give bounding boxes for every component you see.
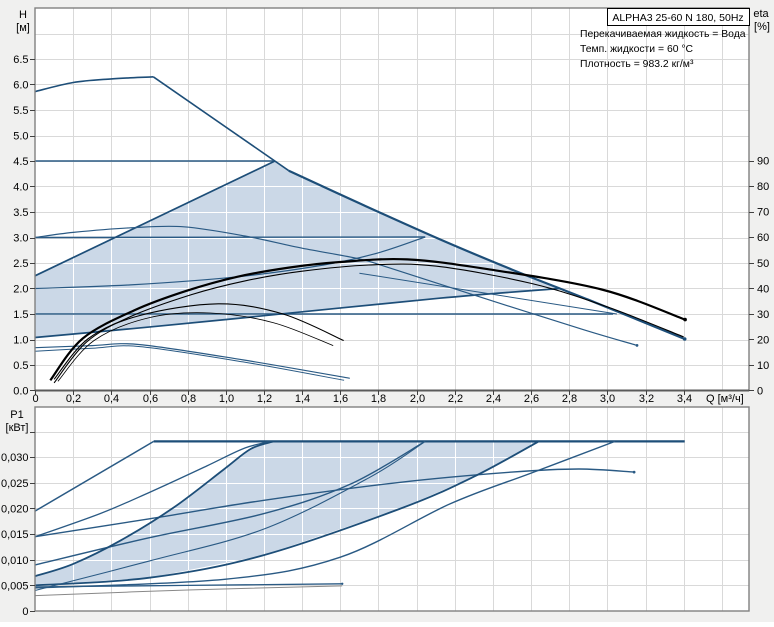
svg-text:3,4: 3,4 — [677, 393, 692, 405]
svg-text:4.5: 4.5 — [13, 156, 28, 168]
svg-text:0,030: 0,030 — [1, 452, 29, 464]
svg-text:[кВт]: [кВт] — [6, 422, 29, 434]
svg-text:3,0: 3,0 — [600, 393, 615, 405]
svg-text:2,2: 2,2 — [448, 393, 463, 405]
svg-text:0,015: 0,015 — [1, 529, 29, 541]
svg-text:[м]: [м] — [16, 22, 30, 34]
svg-text:H: H — [19, 9, 27, 21]
svg-text:10: 10 — [757, 360, 769, 372]
svg-text:2,6: 2,6 — [524, 393, 539, 405]
svg-text:3.5: 3.5 — [13, 207, 28, 219]
svg-text:1.5: 1.5 — [13, 309, 28, 321]
svg-text:0: 0 — [22, 606, 28, 618]
svg-text:1,2: 1,2 — [257, 393, 272, 405]
svg-text:Q [м³/ч]: Q [м³/ч] — [706, 393, 744, 405]
svg-text:60: 60 — [757, 232, 769, 244]
svg-text:2,0: 2,0 — [410, 393, 425, 405]
svg-text:1,8: 1,8 — [371, 393, 386, 405]
svg-text:2.0: 2.0 — [13, 284, 28, 296]
svg-text:1,0: 1,0 — [219, 393, 234, 405]
svg-text:3.0: 3.0 — [13, 233, 28, 245]
svg-text:Темп. жидкости = 60 °C: Темп. жидкости = 60 °C — [580, 44, 694, 55]
svg-text:P1: P1 — [10, 409, 23, 421]
svg-text:0,4: 0,4 — [104, 393, 119, 405]
svg-text:6.5: 6.5 — [13, 54, 28, 66]
svg-text:50: 50 — [757, 258, 769, 270]
svg-text:Перекачиваемая жидкость = Вода: Перекачиваемая жидкость = Вода — [580, 29, 746, 40]
svg-text:0,010: 0,010 — [1, 555, 29, 567]
svg-text:5.0: 5.0 — [13, 131, 28, 143]
svg-text:30: 30 — [757, 309, 769, 321]
svg-text:40: 40 — [757, 283, 769, 295]
svg-text:0,8: 0,8 — [181, 393, 196, 405]
svg-text:2,8: 2,8 — [562, 393, 577, 405]
svg-text:2.5: 2.5 — [13, 258, 28, 270]
svg-text:eta: eta — [753, 8, 769, 20]
svg-text:2,4: 2,4 — [486, 393, 501, 405]
svg-text:0: 0 — [757, 386, 763, 398]
svg-text:0,2: 0,2 — [66, 393, 81, 405]
svg-text:1,4: 1,4 — [295, 393, 310, 405]
svg-text:70: 70 — [757, 207, 769, 219]
svg-text:1.0: 1.0 — [13, 335, 28, 347]
svg-text:Плотность = 983.2 кг/м³: Плотность = 983.2 кг/м³ — [580, 59, 694, 70]
svg-text:5.5: 5.5 — [13, 105, 28, 117]
svg-text:80: 80 — [757, 181, 769, 193]
svg-text:0.0: 0.0 — [13, 386, 28, 398]
svg-text:0,005: 0,005 — [1, 580, 29, 592]
svg-text:1,6: 1,6 — [333, 393, 348, 405]
svg-text:0.5: 0.5 — [13, 360, 28, 372]
svg-text:0: 0 — [32, 393, 38, 405]
svg-text:0,025: 0,025 — [1, 478, 29, 490]
svg-text:ALPHA3 25-60 N 180, 50Hz: ALPHA3 25-60 N 180, 50Hz — [612, 12, 743, 24]
svg-text:3,2: 3,2 — [639, 393, 654, 405]
svg-text:6.0: 6.0 — [13, 80, 28, 92]
svg-text:0,6: 0,6 — [143, 393, 158, 405]
svg-text:90: 90 — [757, 156, 769, 168]
svg-text:20: 20 — [757, 334, 769, 346]
svg-text:0,020: 0,020 — [1, 504, 29, 516]
svg-text:[%]: [%] — [754, 21, 770, 33]
svg-text:4.0: 4.0 — [13, 182, 28, 194]
